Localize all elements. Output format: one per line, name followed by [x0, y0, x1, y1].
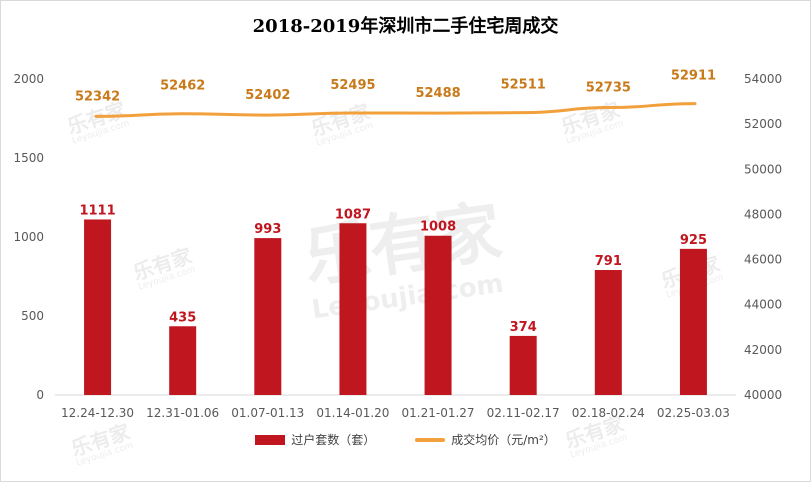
bar-data-label: 993 [254, 222, 281, 237]
line-data-label: 52342 [75, 89, 120, 104]
left-axis-tick-label: 0 [36, 388, 44, 402]
bar-data-label: 1008 [420, 220, 456, 235]
left-axis-tick-label: 1500 [13, 151, 44, 165]
bar-data-label: 925 [680, 233, 707, 248]
bar [594, 270, 622, 395]
bar-data-label: 435 [169, 310, 196, 325]
line-data-label: 52511 [501, 78, 546, 93]
line-data-label: 52911 [671, 69, 716, 84]
bar [509, 335, 537, 395]
right-axis-tick-label: 48000 [744, 207, 782, 221]
bar [84, 219, 112, 395]
legend-item-bar: 过户套数（套） [255, 431, 375, 448]
right-axis-tick-label: 42000 [744, 343, 782, 357]
legend-swatch-bar [255, 434, 286, 445]
right-axis-tick-label: 46000 [744, 253, 782, 267]
line-data-label: 52402 [245, 88, 290, 103]
x-axis-tick-label: 02.25-03.03 [657, 406, 730, 420]
bar-data-label: 1087 [335, 207, 371, 222]
x-axis-tick-label: 02.11-02.17 [487, 406, 560, 420]
bar [679, 248, 707, 395]
x-axis-tick-label: 01.14-01.20 [316, 406, 389, 420]
line-data-label: 52488 [415, 86, 460, 101]
x-axis-tick-label: 12.24-12.30 [61, 406, 134, 420]
legend: 过户套数（套） 成交均价（元/m²） [0, 431, 811, 448]
x-axis-tick-label: 01.21-01.27 [402, 406, 475, 420]
bar-data-label: 791 [595, 254, 622, 269]
bar-data-label: 374 [510, 320, 537, 335]
bar [169, 326, 197, 395]
bar [339, 223, 367, 395]
bar-data-label: 1111 [79, 203, 115, 218]
x-axis-tick-label: 02.18-02.24 [572, 406, 645, 420]
legend-label-line: 成交均价（元/m²） [451, 433, 556, 447]
x-axis-tick-label: 01.07-01.13 [231, 406, 304, 420]
left-axis-tick-label: 1000 [13, 230, 44, 244]
right-axis-tick-label: 52000 [744, 117, 782, 131]
right-axis-tick-label: 50000 [744, 162, 782, 176]
right-axis-tick-label: 40000 [744, 388, 782, 402]
bar [254, 238, 282, 395]
line-series [94, 102, 697, 118]
right-axis-tick-label: 54000 [744, 72, 782, 86]
line-data-label: 52462 [160, 79, 205, 94]
line-data-label: 52735 [586, 81, 631, 96]
x-axis-tick-label: 12.31-01.06 [146, 406, 219, 420]
legend-label-bar: 过户套数（套） [291, 433, 376, 447]
legend-swatch-line [415, 437, 446, 442]
right-axis-tick-label: 44000 [744, 298, 782, 312]
bar [424, 235, 452, 395]
chart-title: 2018-2019年深圳市二手住宅周成交 [252, 16, 559, 37]
left-axis-tick-label: 2000 [13, 72, 44, 86]
left-axis-tick-label: 500 [21, 309, 44, 323]
legend-item-line: 成交均价（元/m²） [415, 431, 556, 448]
line-data-label: 52495 [330, 78, 375, 93]
